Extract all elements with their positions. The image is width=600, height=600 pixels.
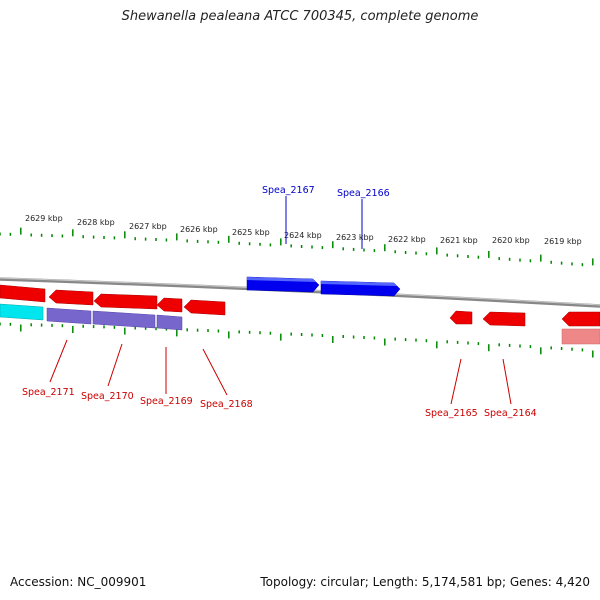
gene-label-spea-2168[interactable]: Spea_2168 bbox=[200, 399, 253, 410]
kbp-label: 2627 kbp bbox=[129, 222, 167, 231]
lower-tick-track bbox=[0, 322, 594, 358]
gene-arrow-red-edge[interactable] bbox=[561, 311, 600, 327]
gene-label-spea-2167[interactable]: Spea_2167 bbox=[262, 185, 315, 196]
kbp-label: 2623 kbp bbox=[336, 233, 374, 242]
kbp-label: 2622 kbp bbox=[388, 235, 426, 244]
gene-label-spea-2170[interactable]: Spea_2170 bbox=[81, 391, 134, 402]
cds-block-purple[interactable] bbox=[92, 310, 156, 329]
cds-block-purple[interactable] bbox=[46, 307, 92, 325]
gene-arrow-spea-2170[interactable] bbox=[93, 293, 158, 310]
gene-label-spea-2164[interactable]: Spea_2164 bbox=[484, 408, 537, 419]
kbp-label: 2625 kbp bbox=[232, 228, 270, 237]
kbp-label: 2621 kbp bbox=[440, 236, 478, 245]
reverse-gene-label-text: Spea_2171 Spea_2170 Spea_2169 Spea_2168 … bbox=[22, 387, 537, 419]
gene-label-spea-2166[interactable]: Spea_2166 bbox=[337, 188, 390, 199]
gene-arrow-highlight bbox=[247, 277, 316, 282]
kbp-label: 2629 kbp bbox=[25, 214, 63, 223]
genome-title: Shewanella pealeana ATCC 700345, complet… bbox=[121, 9, 479, 24]
upper-tick-track bbox=[0, 227, 594, 267]
forward-genes bbox=[246, 276, 401, 297]
leader-line bbox=[450, 358, 462, 405]
leader-line bbox=[49, 339, 68, 383]
kbp-label: 2619 kbp bbox=[544, 237, 582, 246]
gene-arrow-highlight bbox=[321, 281, 397, 286]
gene-arrow-spea-2168[interactable] bbox=[183, 299, 226, 316]
kbp-label: 2628 kbp bbox=[77, 218, 115, 227]
leader-line bbox=[502, 358, 512, 405]
kbp-label: 2626 kbp bbox=[180, 225, 218, 234]
genome-summary-text: Topology: circular; Length: 5,174,581 bp… bbox=[260, 575, 590, 589]
gene-label-spea-2171[interactable]: Spea_2171 bbox=[22, 387, 75, 398]
leader-line bbox=[107, 343, 123, 387]
cds-block-purple[interactable] bbox=[156, 314, 183, 331]
forward-gene-labels: Spea_2167 Spea_2166 bbox=[262, 185, 390, 249]
gene-label-spea-2169[interactable]: Spea_2169 bbox=[140, 396, 193, 407]
gene-arrow-spea-2169[interactable] bbox=[156, 297, 183, 313]
gene-label-spea-2165[interactable]: Spea_2165 bbox=[425, 408, 478, 419]
gene-arrow-spea-2165[interactable] bbox=[449, 310, 473, 325]
cds-block-cyan[interactable] bbox=[0, 303, 44, 321]
reverse-gene-labels bbox=[49, 339, 512, 405]
kbp-label: 2620 kbp bbox=[492, 236, 530, 245]
gene-arrow-spea-2164[interactable] bbox=[482, 311, 526, 327]
accession-text: Accession: NC_009901 bbox=[10, 575, 147, 589]
leader-line bbox=[202, 348, 228, 396]
cds-block-pink[interactable] bbox=[561, 328, 600, 345]
gene-arrow-spea-2171[interactable] bbox=[48, 289, 94, 306]
kbp-scale: 2629 kbp 2628 kbp 2627 kbp 2626 kbp 2625… bbox=[25, 214, 582, 246]
kbp-label: 2624 kbp bbox=[284, 231, 322, 240]
gene-arrow-red[interactable] bbox=[0, 284, 46, 303]
cds-features bbox=[0, 303, 600, 345]
reverse-genes bbox=[0, 284, 600, 327]
